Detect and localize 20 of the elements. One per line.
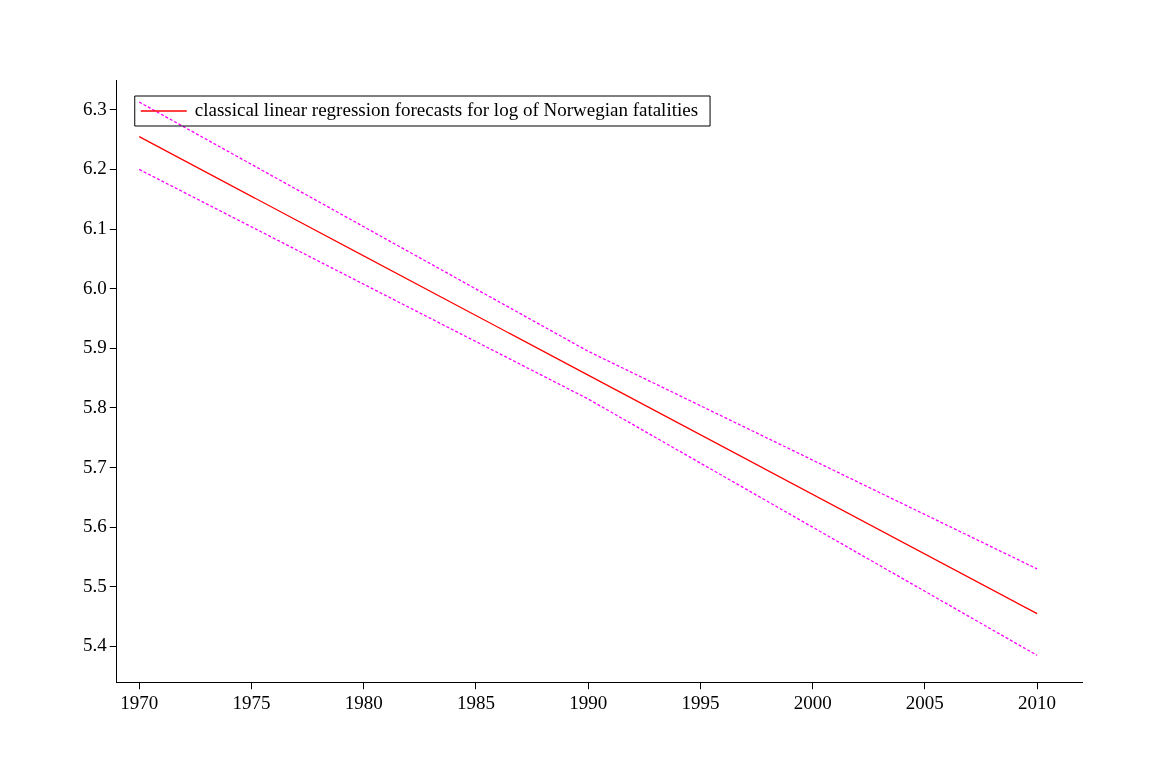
y-tick-label: 6.1 <box>83 217 107 239</box>
x-tick-label: 1995 <box>681 691 720 713</box>
y-tick-label: 5.6 <box>83 515 107 537</box>
x-tick-label: 2010 <box>1018 691 1057 713</box>
y-tick-label: 5.5 <box>83 574 107 596</box>
y-tick-label: 6.0 <box>83 276 107 298</box>
x-tick-label: 1985 <box>456 691 495 713</box>
legend-label: classical linear regression forecasts for log of Norwegian fatalities <box>194 98 699 120</box>
x-tick-label: 1980 <box>344 691 383 713</box>
x-tick-label: 1970 <box>120 691 159 713</box>
y-tick-label: 5.7 <box>83 455 107 477</box>
x-tick-label: 2000 <box>793 691 832 713</box>
y-tick-label: 5.8 <box>83 395 107 417</box>
x-tick-label: 1990 <box>569 691 608 713</box>
y-tick-label: 6.3 <box>83 97 107 119</box>
x-tick-label: 1975 <box>232 691 271 713</box>
x-tick-label: 2005 <box>905 691 944 713</box>
y-tick-label: 5.4 <box>83 634 108 656</box>
y-tick-label: 6.2 <box>83 157 107 179</box>
y-tick-label: 5.9 <box>83 336 107 358</box>
